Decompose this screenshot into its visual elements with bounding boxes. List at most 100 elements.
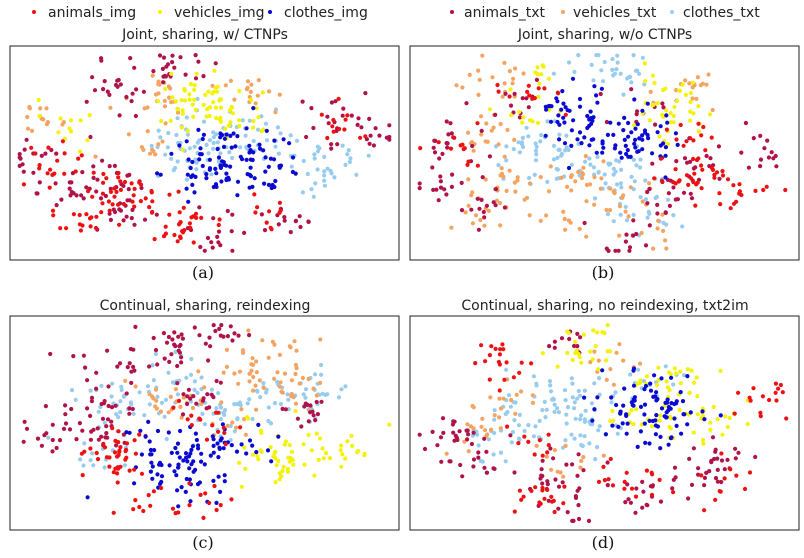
point-animals-txt [432, 150, 438, 155]
point-animals-img [198, 492, 203, 497]
point-animals-img [773, 390, 778, 395]
point-vehicles-img [688, 99, 693, 105]
point-vehicles-img [218, 119, 223, 124]
point-clothes-img [229, 443, 234, 448]
point-animals-txt [101, 87, 106, 92]
point-vehicles-img [175, 107, 180, 112]
point-clothes-txt [645, 215, 650, 220]
point-vehicles-txt [469, 140, 475, 145]
point-clothes-img [216, 155, 222, 160]
point-vehicles-txt [655, 226, 660, 231]
point-vehicles-txt [648, 89, 653, 94]
point-vehicles-txt [482, 223, 487, 228]
point-vehicles-txt [607, 208, 613, 213]
point-vehicles-txt [249, 368, 254, 373]
point-clothes-txt [575, 396, 580, 401]
point-animals-txt [524, 96, 529, 101]
point-animals-txt [517, 115, 523, 120]
point-clothes-txt [545, 179, 550, 184]
point-animals-txt [164, 64, 169, 69]
point-vehicles-img [678, 381, 683, 386]
point-animals-txt [24, 426, 30, 431]
point-clothes-img [214, 500, 219, 505]
point-vehicles-img [696, 129, 701, 134]
point-clothes-txt [218, 417, 224, 422]
point-clothes-txt [618, 181, 624, 186]
point-animals-img [124, 441, 130, 446]
point-animals-txt [88, 413, 93, 418]
point-animals-txt [39, 443, 45, 448]
point-vehicles-img [237, 118, 242, 123]
point-clothes-txt [638, 165, 643, 170]
point-animals-img [107, 208, 112, 213]
point-vehicles-txt [580, 172, 586, 177]
point-animals-img [147, 205, 152, 210]
point-vehicles-img [668, 416, 674, 421]
point-vehicles-img [517, 109, 522, 115]
point-clothes-txt [631, 212, 636, 217]
point-clothes-img [682, 412, 687, 417]
point-animals-txt [471, 457, 477, 462]
point-clothes-txt [613, 169, 618, 174]
point-animals-txt [710, 435, 716, 440]
point-animals-txt [655, 202, 660, 207]
point-clothes-txt [88, 388, 93, 393]
point-animals-txt [746, 165, 752, 170]
point-animals-txt [125, 365, 130, 370]
legend-label-animals-img: animals_img [48, 5, 136, 21]
panel-a: Joint, sharing, w/ CTNPs (a) [9, 27, 400, 282]
point-animals-img [712, 175, 717, 180]
point-vehicles-txt [473, 213, 479, 218]
point-vehicles-img [657, 418, 662, 423]
point-animals-img [624, 470, 629, 475]
point-clothes-txt [206, 151, 211, 156]
point-animals-img [123, 457, 128, 462]
point-animals-img [487, 377, 492, 382]
point-animals-txt [35, 436, 41, 441]
point-clothes-txt [547, 379, 553, 384]
point-vehicles-txt [467, 72, 472, 77]
point-animals-txt [22, 419, 27, 424]
point-clothes-img [611, 132, 616, 137]
point-vehicles-img [664, 108, 669, 113]
point-vehicles-txt [476, 92, 481, 97]
point-animals-txt [613, 248, 618, 253]
point-vehicles-txt [277, 384, 282, 389]
point-animals-img [505, 424, 510, 429]
point-clothes-img [278, 163, 284, 168]
point-vehicles-txt [236, 381, 241, 386]
point-clothes-txt [46, 435, 51, 440]
point-clothes-txt [520, 135, 526, 140]
point-animals-txt [230, 248, 235, 253]
point-vehicles-img [163, 86, 168, 91]
point-clothes-img [643, 440, 648, 445]
point-animals-txt [640, 505, 645, 510]
point-vehicles-img [665, 385, 671, 390]
point-animals-img [507, 94, 512, 99]
point-vehicles-img [668, 120, 673, 125]
point-animals-txt [564, 462, 569, 467]
point-animals-txt [91, 427, 96, 432]
point-clothes-txt [175, 159, 180, 164]
point-animals-txt [605, 460, 610, 465]
point-vehicles-txt [512, 180, 517, 185]
point-clothes-img [148, 469, 153, 474]
point-animals-img [517, 488, 523, 493]
point-animals-img [58, 226, 63, 231]
point-clothes-img [702, 417, 707, 422]
point-clothes-txt [613, 390, 618, 395]
point-vehicles-txt [245, 79, 251, 84]
point-animals-txt [94, 189, 99, 194]
point-clothes-img [266, 182, 271, 187]
point-animals-txt [475, 196, 480, 201]
point-animals-txt [300, 99, 305, 104]
point-animals-txt [526, 105, 531, 110]
point-clothes-txt [595, 154, 600, 160]
point-animals-img [121, 201, 126, 207]
point-clothes-img [177, 455, 182, 460]
point-animals-txt [288, 230, 293, 235]
point-animals-txt [202, 248, 207, 253]
point-clothes-txt [637, 71, 642, 76]
point-animals-txt [118, 208, 123, 213]
point-clothes-txt [504, 158, 509, 163]
